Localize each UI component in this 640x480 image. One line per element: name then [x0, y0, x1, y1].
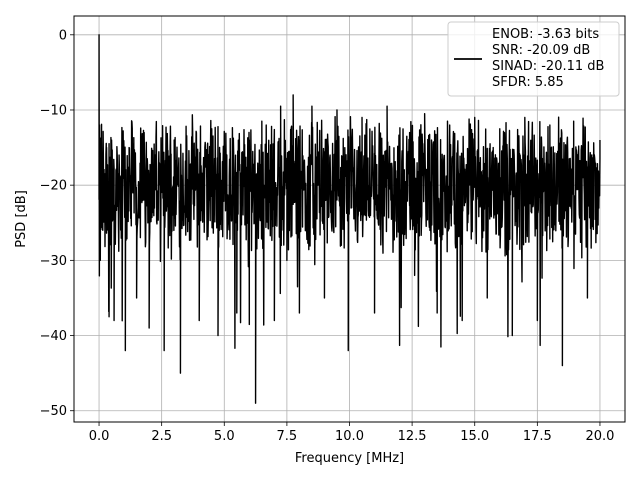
plot-area	[98, 34, 601, 404]
x-tick-label: 10.0	[335, 429, 364, 444]
y-tick-label: −40	[40, 329, 67, 344]
legend: ENOB: -3.63 bits SNR: -20.09 dB SINAD: -…	[447, 21, 620, 97]
x-tick-label: 17.5	[523, 429, 552, 444]
legend-snr: SNR: -20.09 dB	[492, 43, 590, 58]
axis-ticks: 0.0 2.5 5.0 7.5 10.0 12.5 15.0 17.5 20.0 0 −10 −20 −…	[40, 28, 615, 444]
x-tick-label: 15.0	[460, 429, 489, 444]
x-tick-label: 5.0	[214, 429, 235, 444]
legend-sinad: SINAD: -20.11 dB	[492, 59, 604, 74]
legend-box	[447, 21, 620, 97]
psd-series-line	[98, 34, 601, 404]
x-tick-label: 0.0	[89, 429, 110, 444]
x-axis-label: Frequency [MHz]	[295, 451, 404, 466]
legend-enob: ENOB: -3.63 bits	[492, 27, 599, 42]
y-tick-label: 0	[59, 28, 67, 43]
x-tick-label: 20.0	[585, 429, 614, 444]
y-tick-label: −50	[40, 404, 67, 419]
x-tick-label: 7.5	[277, 429, 298, 444]
x-tick-label: 2.5	[151, 429, 172, 444]
legend-sfdr: SFDR: 5.85	[492, 75, 564, 90]
y-tick-label: −30	[40, 254, 67, 269]
y-tick-label: −20	[40, 179, 67, 194]
y-tick-label: −10	[40, 103, 67, 118]
y-axis-label: PSD [dB]	[14, 190, 29, 248]
x-tick-label: 12.5	[398, 429, 427, 444]
